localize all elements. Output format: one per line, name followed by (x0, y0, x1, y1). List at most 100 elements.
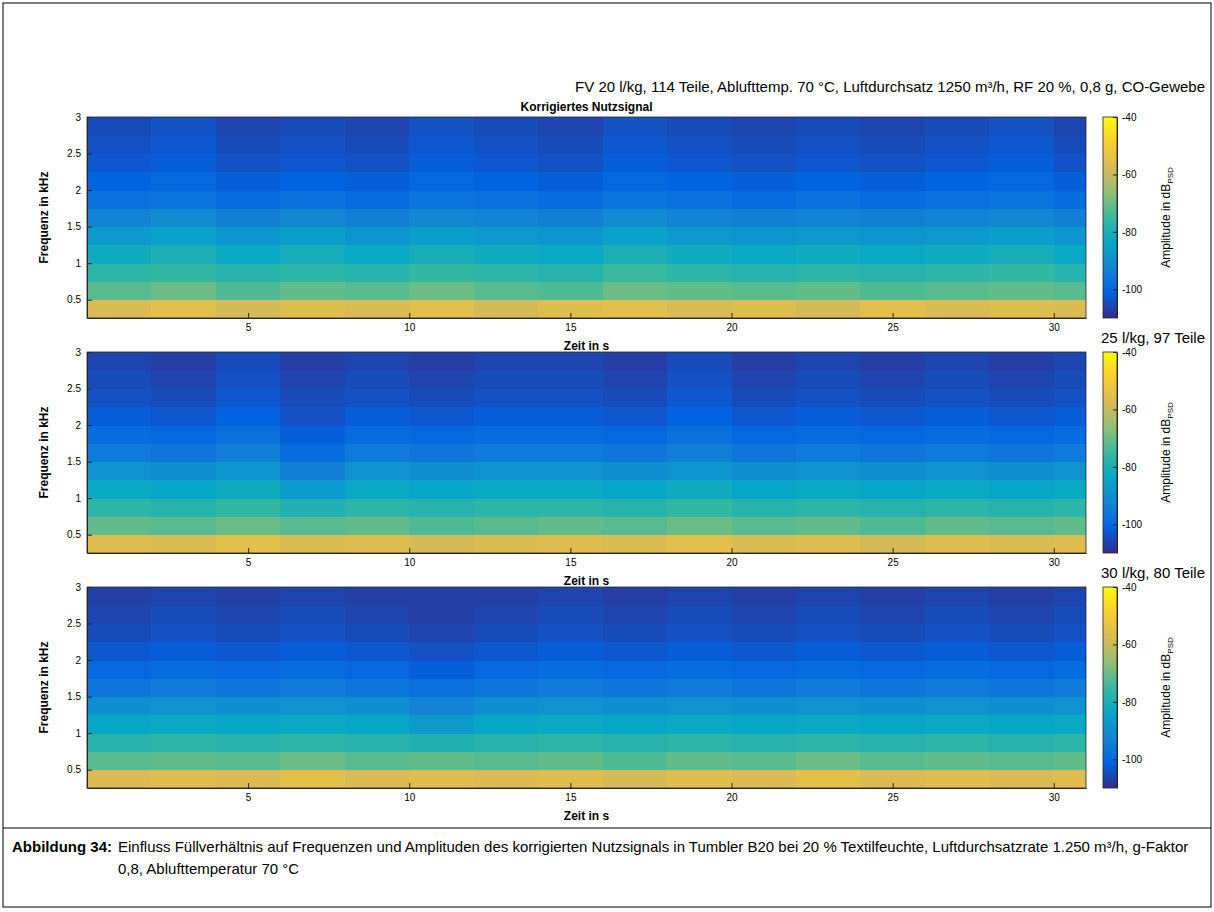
x-axis-line (88, 318, 1087, 319)
cell (151, 535, 216, 553)
cell (151, 389, 216, 408)
cell (796, 660, 861, 679)
cell (796, 535, 861, 553)
colorbar-axis: -40-60-80-100 (1113, 582, 1142, 789)
cell (603, 733, 668, 752)
cell (538, 117, 603, 136)
cell (216, 425, 281, 444)
cell (925, 770, 990, 788)
cell (87, 678, 152, 697)
cell (280, 370, 345, 389)
colorbar-axis-line (1117, 118, 1118, 319)
cell (732, 715, 797, 734)
cell (87, 697, 152, 716)
cell (667, 425, 732, 444)
cell (280, 480, 345, 499)
cell (796, 300, 861, 318)
cell (538, 154, 603, 173)
cell (409, 516, 474, 535)
cell (925, 535, 990, 553)
x-tick-label: 5 (246, 557, 252, 568)
x-tick-label: 10 (404, 557, 416, 568)
cell (538, 462, 603, 481)
colorbar-tick: -60 (1113, 639, 1137, 650)
cell (151, 480, 216, 499)
cell (603, 624, 668, 643)
cell (667, 443, 732, 462)
cell (87, 281, 152, 300)
cell (732, 770, 797, 788)
cell (732, 245, 797, 264)
cell (989, 370, 1054, 389)
colorbar-tick-mark (1113, 352, 1117, 353)
colorbar-frame (1103, 117, 1117, 318)
cell (474, 587, 539, 606)
cell (1054, 462, 1086, 481)
cell (925, 697, 990, 716)
plot-frame (87, 352, 1086, 553)
cell (925, 733, 990, 752)
cell (989, 678, 1054, 697)
cell (345, 642, 410, 661)
cell (538, 535, 603, 553)
cell (216, 498, 281, 517)
cell (216, 300, 281, 318)
cell (474, 443, 539, 462)
y-axis-line (87, 118, 88, 319)
cell (280, 697, 345, 716)
cell (409, 480, 474, 499)
y-tick-mark (87, 190, 92, 191)
cell (409, 733, 474, 752)
cell (151, 751, 216, 770)
cell (345, 624, 410, 643)
cell (860, 624, 925, 643)
cell (151, 733, 216, 752)
cell (796, 208, 861, 227)
cell (87, 245, 152, 264)
cell (989, 425, 1054, 444)
y-axis-title: Frequenz in kHz (37, 406, 51, 498)
cell (796, 605, 861, 624)
cell (345, 751, 410, 770)
cell (796, 498, 861, 517)
colorbar-tick-mark (1113, 644, 1117, 645)
y-tick: 1 (75, 728, 92, 739)
cell (216, 443, 281, 462)
cell (409, 407, 474, 426)
cell (216, 770, 281, 788)
cell (989, 535, 1054, 553)
y-tick-label: 2.5 (67, 618, 81, 629)
cell (732, 480, 797, 499)
colorbar-frame (1103, 352, 1117, 553)
colorbar-tick-label: -40 (1122, 582, 1137, 593)
cell (989, 300, 1054, 318)
cell (151, 498, 216, 517)
cell (345, 715, 410, 734)
y-tick-label: 1.5 (67, 691, 81, 702)
colorbar-title: Amplitude in dBPSD (1159, 637, 1175, 738)
colorbar-tick: -80 (1113, 462, 1137, 473)
cell (989, 480, 1054, 499)
x-axis-title: Zeit in s (564, 339, 610, 353)
cell (1054, 660, 1086, 679)
cell (345, 498, 410, 517)
y-axis: 0.511.522.53 (67, 582, 92, 789)
x-tick: 10 (404, 313, 416, 333)
y-tick-mark (87, 227, 92, 228)
cell (280, 154, 345, 173)
plot-frame (87, 587, 1086, 788)
caption-label: Abbildung 34: (12, 838, 112, 855)
cell (474, 660, 539, 679)
cell (538, 498, 603, 517)
cell (474, 281, 539, 300)
cell (1054, 117, 1086, 136)
cell (87, 389, 152, 408)
cell (280, 715, 345, 734)
cell (925, 208, 990, 227)
colorbar-tick-mark (1113, 587, 1117, 588)
cell (667, 263, 732, 282)
y-tick: 1 (75, 258, 92, 269)
cell (474, 407, 539, 426)
colorbar-title-main: Amplitude in dB (1159, 184, 1173, 268)
x-tick-mark (732, 783, 733, 788)
